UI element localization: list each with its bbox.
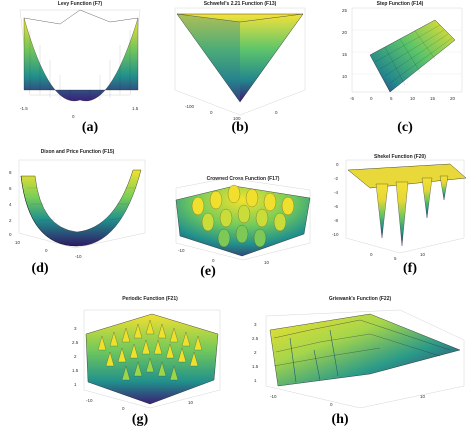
shekel-surface-plot: [345, 159, 467, 254]
panel-b-tick: 100: [233, 116, 241, 121]
panel-f-tick: 0: [336, 162, 339, 167]
panel-a-tick: -1.5: [20, 106, 28, 111]
panel-h-tick: 2: [254, 350, 257, 355]
panel-g-tick: 3: [74, 326, 77, 331]
panel-b-tick: 0: [275, 110, 278, 115]
panel-f-tick: 5: [394, 256, 397, 261]
panel-e-caption: (e): [200, 264, 216, 279]
panel-f-tick: -4: [334, 190, 339, 195]
panel-c-tick: 5: [390, 96, 393, 101]
panel-c-tick: -5: [350, 96, 355, 101]
panel-h-tick: -10: [270, 394, 277, 399]
panel-c: Step Function (F14) 25 20 15 10 -5 0 5 1…: [330, 0, 470, 140]
panel-d: Dixon and Price Function (F15) 8 6 4 2 0…: [5, 148, 150, 283]
panel-g-tick: 2.5: [72, 340, 79, 345]
panel-d-tick: 2: [9, 218, 12, 223]
panel-c-tick: 10: [410, 96, 416, 101]
panel-c-tick: 20: [342, 30, 348, 35]
panel-h: Griewank's Function (F22) 3 2.5 2 1.5 1 …: [250, 290, 470, 434]
panel-h-tick: 2.5: [252, 336, 259, 341]
panel-e-tick: 0: [212, 258, 215, 263]
panel-b-title: Schwefel's 2.21 Function (F13): [203, 1, 277, 7]
panel-f-tick: 10: [420, 252, 426, 257]
panel-g-tick: 10: [188, 400, 194, 405]
panel-h-title: Griewank's Function (F22): [328, 296, 392, 302]
panel-g-tick: 1.5: [72, 368, 79, 373]
panel-c-tick: 15: [342, 52, 348, 57]
panel-d-title: Dixon and Price Function (F15): [40, 149, 115, 155]
panel-h-tick: 1.5: [252, 364, 259, 369]
panel-f-tick: 0: [370, 252, 373, 257]
panel-g-caption: (g): [131, 412, 149, 427]
schwefel-surface-plot: [174, 7, 306, 116]
panel-c-tick: 0: [370, 96, 373, 101]
panel-g-title: Periodic Function (F21): [122, 296, 178, 302]
panel-f-tick: -8: [334, 218, 339, 223]
panel-a-title: Levy Function (F7): [57, 1, 103, 7]
panel-h-tick: 0: [330, 402, 333, 407]
panel-d-tick: 10: [15, 240, 21, 245]
panel-b: Schwefel's 2.21 Function (F13) -100 0 10…: [165, 0, 315, 140]
panel-h-caption: (h): [331, 412, 349, 427]
panel-d-tick: 8: [9, 170, 12, 175]
panel-a-tick: 0: [72, 114, 75, 119]
panel-c-tick: 25: [342, 8, 348, 13]
panel-h-tick: 10: [420, 394, 426, 399]
panel-c-tick: 20: [450, 96, 456, 101]
panel-e-tick: 10: [264, 260, 270, 265]
griewank-surface-plot: [265, 309, 465, 409]
panel-g-tick: 0: [122, 406, 125, 411]
dixon-price-surface-plot: [18, 159, 146, 249]
panel-f-tick: -6: [334, 204, 339, 209]
panel-c-caption: (c): [397, 120, 413, 135]
panel-d-tick: 6: [9, 186, 12, 191]
panel-b-tick: -100: [185, 104, 195, 109]
panel-b-caption: (b): [231, 120, 249, 135]
panel-d-caption: (d): [31, 261, 49, 276]
panel-c-tick: 10: [342, 74, 348, 79]
levy-surface-plot: [19, 9, 141, 102]
panel-c-title: Step Function (F14): [376, 1, 424, 7]
panel-b-tick: 0: [210, 110, 213, 115]
panel-g-tick: -10: [86, 398, 93, 403]
panel-g-tick: 1: [74, 382, 77, 387]
panel-e-tick: -10: [178, 248, 185, 253]
panel-g: Periodic Function (F21) 3 2.5 2 1.5 1 -1…: [70, 290, 230, 434]
panel-e: Crowned Cross Function (F17) -10 0 10 (e…: [168, 148, 318, 288]
crowned-cross-surface-plot: [175, 177, 311, 261]
panel-c-tick: 15: [430, 96, 436, 101]
panel-f-tick: -2: [334, 176, 339, 181]
panel-a: Levy Function (F7) -1.5 0 1.5 (a): [10, 0, 150, 140]
panel-d-tick: 0: [45, 248, 48, 253]
panel-g-tick: 2: [74, 354, 77, 359]
panel-h-tick: 3: [254, 322, 257, 327]
periodic-surface-plot: [83, 309, 221, 409]
panel-h-tick: 1: [254, 378, 257, 383]
panel-f: Shekel Function (F20) 0 -2 -4 -6 -8 -10 …: [330, 148, 470, 283]
panel-d-tick: 4: [9, 202, 12, 207]
step-surface-plot: [351, 7, 463, 93]
panel-f-tick: -10: [332, 232, 339, 237]
panel-e-title: Crowned Cross Function (F17): [206, 176, 280, 182]
panel-a-tick: 1.5: [132, 106, 139, 111]
panel-d-tick: -10: [75, 254, 82, 259]
panel-d-tick: 0: [9, 232, 12, 237]
panel-f-title: Shekel Function (F20): [374, 154, 426, 160]
panel-f-caption: (f): [403, 261, 417, 276]
panel-a-caption: (a): [81, 120, 99, 135]
